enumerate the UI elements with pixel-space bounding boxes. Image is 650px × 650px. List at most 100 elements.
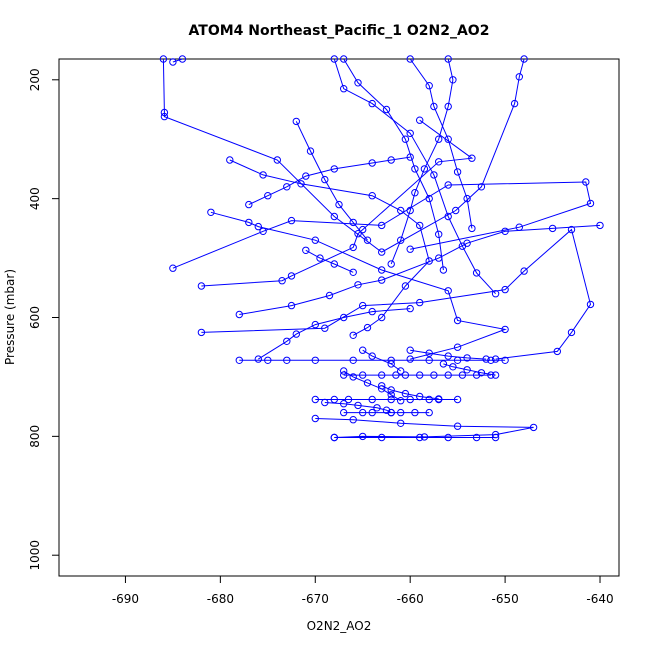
data-point [425, 395, 433, 404]
data-point [354, 79, 362, 87]
data-point [330, 433, 338, 442]
data-point [264, 356, 272, 364]
series-line [248, 156, 411, 206]
data-point [321, 398, 329, 407]
data-point [582, 178, 590, 186]
data-point [397, 397, 405, 405]
data-point [449, 363, 457, 371]
data-point [378, 248, 386, 256]
data-point [311, 395, 319, 404]
x-tick-label: -650 [491, 592, 518, 606]
y-axis-label: Pressure (mbar) [3, 269, 17, 365]
data-point [368, 307, 376, 316]
data-point [444, 102, 452, 111]
y-axis: 200 400 600 800 1000 [28, 68, 60, 570]
series-26 [439, 360, 500, 379]
data-point [359, 432, 367, 441]
data-point [368, 395, 376, 404]
series-line [295, 121, 368, 241]
series-line [172, 181, 592, 269]
data-point [321, 324, 329, 332]
data-point [387, 386, 395, 394]
data-point [283, 337, 291, 345]
data-point [316, 254, 324, 262]
y-tick-label: 600 [28, 306, 42, 329]
data-point [311, 356, 319, 364]
data-point [444, 181, 452, 189]
data-point [411, 165, 419, 173]
data-point [397, 419, 405, 427]
data-point [306, 147, 315, 155]
data-point [449, 76, 457, 84]
data-point [515, 73, 523, 81]
data-point [359, 346, 367, 354]
data-point [406, 395, 414, 404]
data-point [472, 433, 481, 442]
series-line [343, 370, 401, 402]
data-point [349, 373, 357, 381]
series-line [315, 418, 534, 438]
x-tick-label: -660 [397, 592, 424, 606]
data-point [477, 183, 486, 191]
series-24 [406, 346, 490, 363]
data-point [425, 82, 433, 90]
data-point [340, 400, 348, 408]
data-point [510, 99, 519, 108]
data-point [401, 282, 410, 290]
data-point [444, 433, 452, 442]
data-point [420, 165, 429, 173]
data-point [596, 221, 604, 230]
data-point [406, 245, 414, 253]
data-point [169, 58, 177, 66]
data-point [264, 192, 272, 200]
x-axis: -690 -680 -670 -660 -650 -640 [112, 575, 614, 606]
data-point [311, 320, 319, 329]
data-point [287, 272, 296, 280]
data-point [254, 222, 262, 231]
data-point [160, 112, 169, 121]
series-7 [235, 221, 604, 319]
series-line [239, 224, 601, 315]
data-point [368, 408, 376, 417]
data-point [425, 356, 433, 364]
series-line [201, 228, 592, 360]
data-point [453, 316, 462, 325]
data-point [435, 135, 443, 143]
data-point [416, 116, 424, 124]
data-point [378, 266, 386, 274]
data-point [444, 352, 452, 360]
data-point [567, 328, 576, 337]
series-15 [387, 55, 457, 268]
data-point [325, 291, 334, 300]
x-tick-label: -680 [207, 592, 234, 606]
data-point [487, 356, 495, 364]
data-point [378, 382, 386, 390]
series-23 [340, 367, 405, 405]
data-point [401, 389, 410, 398]
data-point [401, 371, 410, 379]
series-27 [378, 382, 443, 403]
data-point [378, 433, 386, 442]
y-tick-label: 800 [28, 425, 42, 448]
data-point [378, 385, 386, 393]
data-point [491, 371, 500, 379]
data-point [178, 55, 187, 63]
data-point [363, 323, 372, 332]
data-point [401, 135, 410, 143]
data-point [435, 158, 443, 166]
data-point [259, 171, 267, 179]
data-point [430, 371, 438, 379]
data-point [416, 392, 424, 401]
data-point [335, 200, 343, 209]
data-point [453, 422, 462, 430]
data-point [501, 227, 509, 236]
series-line [229, 159, 430, 336]
data-point [287, 216, 296, 225]
data-point [159, 55, 168, 63]
data-point [378, 371, 386, 379]
data-point [482, 355, 490, 363]
data-point [378, 276, 386, 284]
data-point [330, 212, 338, 221]
series-10 [292, 117, 372, 244]
